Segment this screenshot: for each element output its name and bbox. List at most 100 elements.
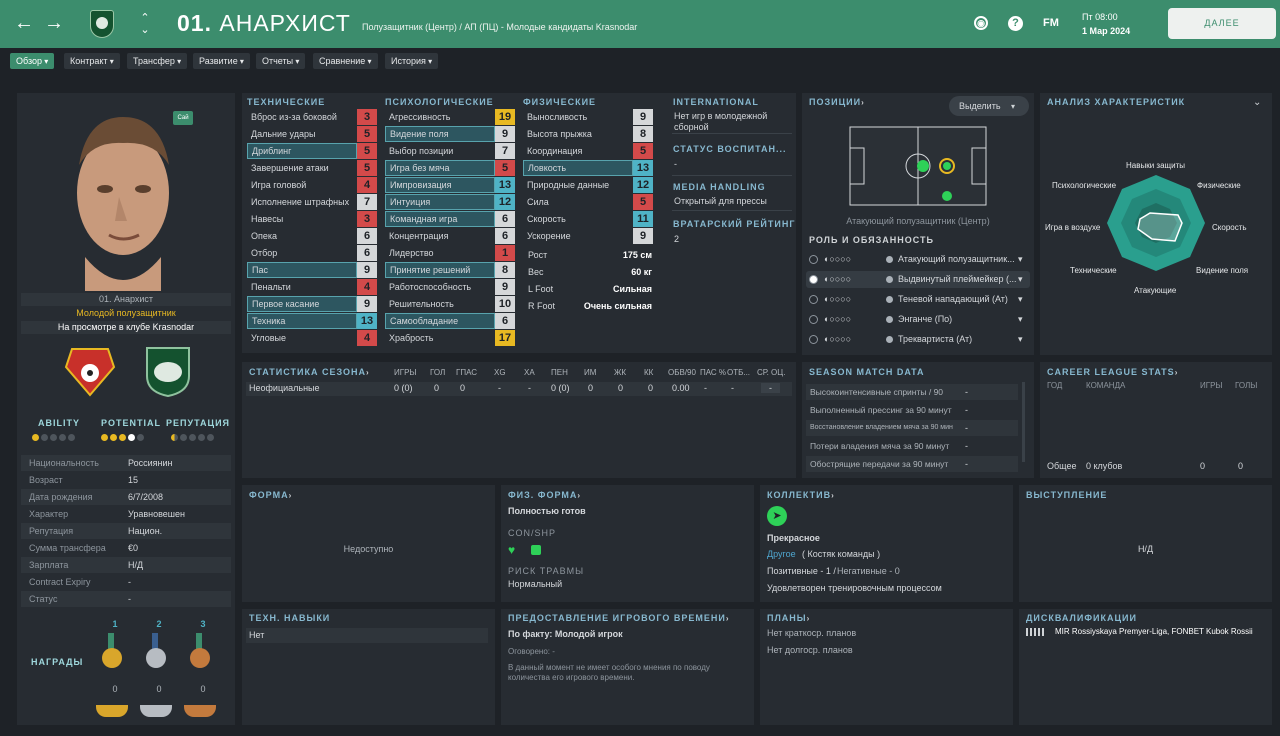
scrollbar[interactable] xyxy=(1022,382,1025,462)
role-expand-chevron-icon[interactable]: ▾ xyxy=(1018,314,1023,324)
attribute-name[interactable]: Угловые xyxy=(251,333,287,343)
attribute-name[interactable]: Самообладание xyxy=(385,313,495,329)
attribute-name[interactable]: Выбор позиции xyxy=(389,146,454,156)
season-col-header[interactable]: XA xyxy=(524,368,535,377)
info-icon[interactable] xyxy=(886,256,893,263)
tab-history[interactable]: История xyxy=(385,53,439,69)
nation-crest-icon[interactable] xyxy=(62,347,118,397)
highlight-select[interactable]: Выделить ▾ xyxy=(949,96,1029,116)
plans-header[interactable]: ПЛАНЫ› xyxy=(767,613,811,623)
season-col-header[interactable]: СР. ОЦ. xyxy=(757,368,786,377)
attribute-name[interactable]: Высота прыжка xyxy=(527,129,592,139)
role-expand-chevron-icon[interactable]: ▾ xyxy=(1018,334,1023,344)
tab-contract[interactable]: Контракт xyxy=(64,53,120,69)
analysis-collapse-icon[interactable]: ⌄ xyxy=(1253,97,1262,108)
season-col-header[interactable]: XG xyxy=(494,368,506,377)
attribute-name[interactable]: Первое касание xyxy=(247,296,357,312)
attribute-name[interactable]: Дальние удары xyxy=(251,129,316,139)
role-radio[interactable] xyxy=(809,295,818,304)
season-col-header[interactable]: ГОЛ xyxy=(430,368,446,377)
season-col-header[interactable]: КК xyxy=(644,368,654,377)
role-row[interactable]: ◐○○○○ Атакующий полузащитник... ▾ xyxy=(806,251,1030,268)
attribute-name[interactable]: Навесы xyxy=(251,214,284,224)
role-row[interactable]: ◐○○○○ Теневой нападающий (Ат) ▾ xyxy=(806,291,1030,308)
attribute-name[interactable]: Завершение атаки xyxy=(251,163,329,173)
attribute-name[interactable]: Пас xyxy=(247,262,357,278)
attribute-name[interactable]: Отбор xyxy=(251,248,278,258)
season-col-header[interactable]: ПЕН xyxy=(551,368,568,377)
attribute-name[interactable]: Видение поля xyxy=(385,126,495,142)
attribute-name[interactable]: Вброс из-за боковой xyxy=(251,112,337,122)
attribute-name[interactable]: Храбрость xyxy=(389,333,434,343)
season-col-header[interactable]: ИГРЫ xyxy=(394,368,417,377)
info-icon[interactable] xyxy=(886,316,893,323)
season-col-header[interactable]: ЖК xyxy=(614,368,627,377)
team-header[interactable]: КОЛЛЕКТИВ› xyxy=(767,490,835,500)
continue-button[interactable]: ДАЛЕЕ xyxy=(1168,8,1276,39)
back-arrow-icon[interactable]: ← xyxy=(14,12,34,34)
attribute-name[interactable]: Принятие решений xyxy=(385,262,495,278)
forward-arrow-icon[interactable]: → xyxy=(44,12,64,34)
role-radio[interactable] xyxy=(809,335,818,344)
season-col-header[interactable]: ПАС % xyxy=(700,368,727,377)
role-radio[interactable] xyxy=(809,315,818,324)
attribute-name[interactable]: Игра головой xyxy=(251,180,307,190)
tab-development[interactable]: Развитие xyxy=(193,53,250,69)
player-switch-chevron-icon[interactable]: ⌃ ⌄ xyxy=(140,12,150,36)
attribute-name[interactable]: Агрессивность xyxy=(389,112,451,122)
attribute-name[interactable]: Командная игра xyxy=(385,211,495,227)
role-radio[interactable] xyxy=(809,275,818,284)
fitness-header[interactable]: ФИЗ. ФОРМА› xyxy=(508,490,582,500)
attribute-name[interactable]: Работоспособность xyxy=(389,282,472,292)
role-row[interactable]: ◐○○○○ Энганче (По) ▾ xyxy=(806,311,1030,328)
form-panel: ФОРМА› Недоступно xyxy=(242,485,495,602)
attribute-name[interactable]: Интуиция xyxy=(385,194,495,210)
info-icon[interactable] xyxy=(886,276,893,283)
form-header[interactable]: ФОРМА› xyxy=(249,490,293,500)
season-stats-header[interactable]: СТАТИСТИКА СЕЗОНА› xyxy=(249,367,370,377)
tab-compare[interactable]: Сравнение xyxy=(313,53,378,69)
career-header[interactable]: CAREER LEAGUE STATS› xyxy=(1047,367,1179,377)
role-row[interactable]: ◐○○○○ Трекварτиста (Ат) ▾ xyxy=(806,331,1030,348)
help-icon[interactable]: ? xyxy=(1008,16,1023,31)
playtime-header[interactable]: ПРЕДОСТАВЛЕНИЕ ИГРОВОГО ВРЕМЕНИ› xyxy=(508,613,730,623)
attribute-name[interactable]: Дриблинг xyxy=(247,143,357,159)
season-col-header[interactable]: ОТБ... xyxy=(727,368,751,377)
positions-header[interactable]: ПОЗИЦИИ› xyxy=(809,97,865,107)
info-icon[interactable] xyxy=(886,336,893,343)
season-col-header[interactable]: ГПАС xyxy=(456,368,478,377)
attribute-name[interactable]: Ускорение xyxy=(527,231,571,241)
tab-transfer[interactable]: Трансфер xyxy=(127,53,188,69)
season-col-header[interactable]: ИМ xyxy=(584,368,597,377)
attribute-name[interactable]: Импровизация xyxy=(385,177,495,193)
role-expand-chevron-icon[interactable]: ▾ xyxy=(1018,294,1023,304)
tab-reports[interactable]: Отчеты xyxy=(256,53,306,69)
attribute-name[interactable]: Скорость xyxy=(527,214,566,224)
season-col-header[interactable]: ОБВ/90 xyxy=(668,368,696,377)
role-expand-chevron-icon[interactable]: ▾ xyxy=(1018,254,1023,264)
tab-overview[interactable]: Обзор xyxy=(10,53,55,69)
attribute-name[interactable]: Решительность xyxy=(389,299,454,309)
attribute-name[interactable]: Концентрация xyxy=(389,231,449,241)
role-expand-chevron-icon[interactable]: ▾ xyxy=(1018,274,1023,284)
info-icon[interactable] xyxy=(886,296,893,303)
attribute-name[interactable]: Ловкость xyxy=(523,160,633,176)
club-crest-icon[interactable] xyxy=(90,10,114,38)
attribute-name[interactable]: Природные данные xyxy=(527,180,610,190)
attribute-name[interactable]: Исполнение штрафных xyxy=(251,197,350,207)
attribute-name[interactable]: Игра без мяча xyxy=(385,160,495,176)
role-row[interactable]: ◐○○○○ Выдвинутый плеймейкер (... ▾ xyxy=(806,271,1030,288)
attribute-name[interactable]: Техника xyxy=(247,313,357,329)
role-radio[interactable] xyxy=(809,255,818,264)
detail-label: Статус xyxy=(29,594,58,604)
trophy-globe-icon[interactable]: ◉ xyxy=(974,16,988,30)
attribute-name[interactable]: Пенальти xyxy=(251,282,291,292)
attribute-name[interactable]: Выносливость xyxy=(527,112,588,122)
club-crest-large-icon[interactable] xyxy=(143,346,193,398)
attribute-name[interactable]: Координация xyxy=(527,146,583,156)
fm-menu-button[interactable]: FM xyxy=(1043,17,1059,29)
attribute-name[interactable]: Сила xyxy=(527,197,549,207)
team-group-link[interactable]: Другое xyxy=(767,549,796,559)
attribute-name[interactable]: Опека xyxy=(251,231,278,241)
attribute-name[interactable]: Лидерство xyxy=(389,248,434,258)
